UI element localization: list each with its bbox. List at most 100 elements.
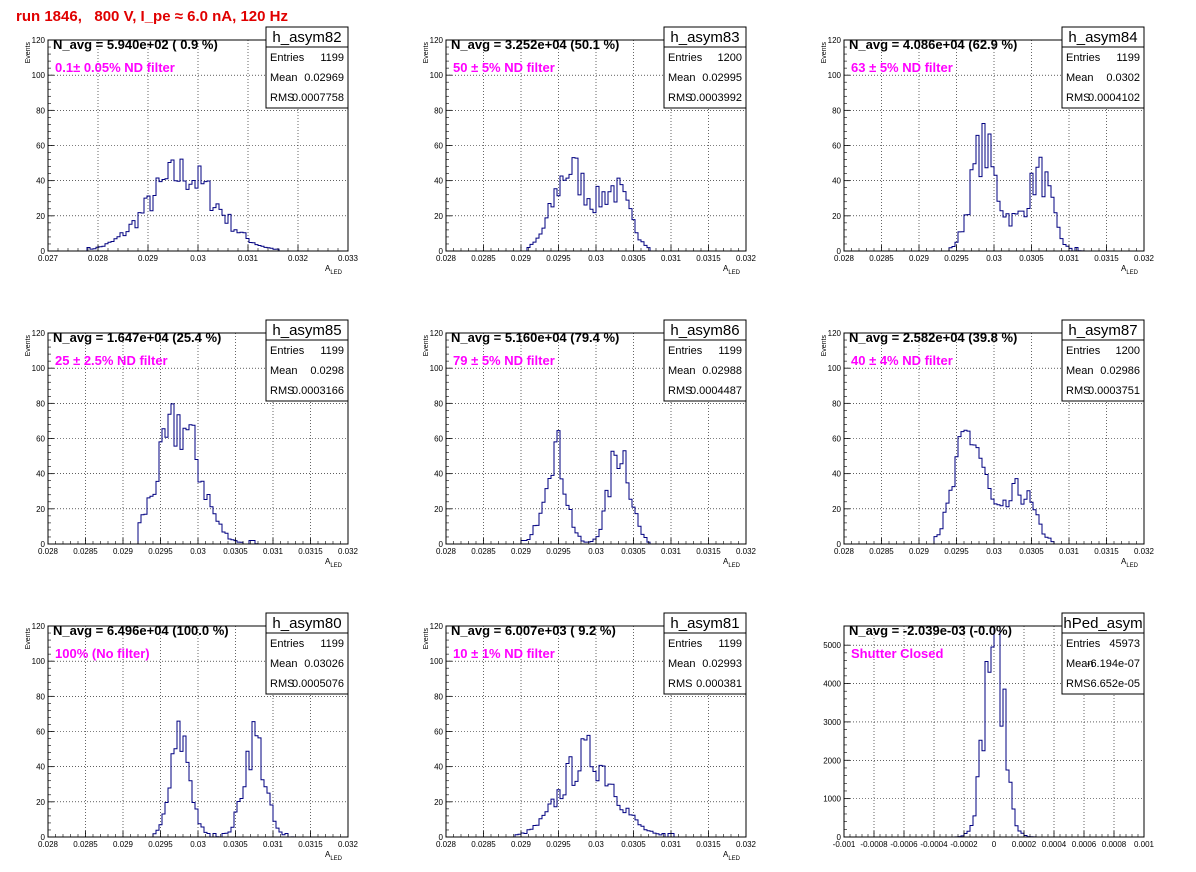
- x-axis-label: ALED: [1121, 264, 1139, 276]
- x-axis-label: ALED: [723, 850, 741, 862]
- stats-value: 6.652e-05: [1090, 678, 1140, 690]
- stats-value: 0.0003751: [1088, 385, 1140, 397]
- x-axis-label: ALED: [723, 264, 741, 276]
- y-axis-label: Events: [821, 335, 828, 357]
- x-tick-label: 0.031: [661, 547, 682, 556]
- stats-value: 0.0005076: [292, 678, 344, 690]
- stats-box: [663, 319, 747, 402]
- histogram-panel-h_asym87: 0.028 0.0285 0.029 0.0295 0.03 0.0305 0.031 0.0…: [821, 319, 1155, 569]
- x-tick-label: 0.03: [588, 254, 604, 263]
- navg-label: N_avg = 3.252e+04 (50.1 %): [451, 37, 619, 52]
- y-tick-label: 40: [832, 177, 841, 186]
- x-axis-label: ALED: [325, 264, 343, 276]
- stats-value: 0.0302: [1106, 72, 1140, 84]
- y-tick-label: 20: [36, 212, 45, 221]
- x-tick-label: 0.031: [238, 254, 259, 263]
- histogram-panel-h_asym85: 0.028 0.0285 0.029 0.0295 0.03 0.0305 0.031 0.0…: [25, 319, 359, 569]
- histogram-panel-h_asym83: 0.028 0.0285 0.029 0.0295 0.03 0.0305 0.031 0.0…: [423, 26, 757, 276]
- y-tick-label: 80: [36, 692, 45, 701]
- y-tick-label: 20: [832, 212, 841, 221]
- stats-label: Mean: [1066, 658, 1094, 670]
- histogram-panel-h_asym80: 0.028 0.0285 0.029 0.0295 0.03 0.0305 0.031 0.0…: [25, 612, 359, 862]
- stats-value: 1199: [320, 638, 344, 650]
- stats-value: 0.02986: [1100, 365, 1140, 377]
- x-tick-label: 0.029: [511, 254, 532, 263]
- x-tick-label: 0.0305: [223, 547, 248, 556]
- x-tick-label: 0.0295: [546, 547, 571, 556]
- navg-label: N_avg = 5.160e+04 (79.4 %): [451, 330, 619, 345]
- filter-note: 79 ± 5% ND filter: [453, 353, 555, 368]
- x-tick-label: -0.0004: [920, 840, 948, 849]
- y-tick-label: 60: [832, 435, 841, 444]
- y-tick-label: 120: [430, 329, 444, 338]
- filter-note: Shutter Closed: [851, 646, 944, 661]
- x-tick-label: 0.028: [88, 254, 109, 263]
- y-tick-label: 5000: [823, 641, 841, 650]
- navg-label: N_avg = 5.940e+02 ( 0.9 %): [53, 37, 218, 52]
- y-tick-label: 100: [430, 364, 444, 373]
- y-tick-label: 80: [434, 399, 443, 408]
- x-tick-label: 0.0305: [621, 547, 646, 556]
- histogram-bins-h_asym83: [446, 157, 746, 252]
- y-tick-label: 20: [832, 505, 841, 514]
- histogram-bins-h_asym82: [48, 158, 348, 252]
- stats-label: RMS: [668, 678, 692, 690]
- y-tick-label: 40: [434, 763, 443, 772]
- y-tick-label: 0: [837, 540, 842, 549]
- y-axis-label: Events: [25, 42, 32, 64]
- x-tick-label: 0.029: [909, 254, 930, 263]
- x-tick-label: -0.0002: [950, 840, 978, 849]
- histogram-panel-hPed_asym: -0.001 -0.0008 -0.0006 -0.0004 -0.0002 0 0.000…: [823, 612, 1155, 849]
- stats-label: Entries: [270, 345, 305, 357]
- x-tick-label: 0.0002: [1012, 840, 1037, 849]
- stats-value: 0.02969: [304, 72, 344, 84]
- stats-title: h_asym84: [1068, 29, 1137, 46]
- x-tick-label: 0.0295: [546, 840, 571, 849]
- y-tick-label: 80: [434, 692, 443, 701]
- stats-label: Entries: [668, 52, 703, 64]
- x-axis-label: ALED: [325, 850, 343, 862]
- filter-note: 0.1± 0.05% ND filter: [55, 60, 175, 75]
- x-tick-label: 0.0315: [696, 840, 721, 849]
- x-tick-label: 0.03: [986, 547, 1002, 556]
- stats-value: 0.03026: [304, 658, 344, 670]
- stats-label: RMS: [1066, 385, 1090, 397]
- x-tick-label: 0.0008: [1102, 840, 1127, 849]
- stats-label: Mean: [270, 365, 298, 377]
- x-tick-label: 0.03: [190, 254, 206, 263]
- x-tick-label: 0.03: [588, 840, 604, 849]
- y-tick-label: 20: [434, 798, 443, 807]
- x-tick-label: 0.0295: [148, 840, 173, 849]
- x-tick-label: 0.031: [263, 547, 284, 556]
- histogram-panel-h_asym84: 0.028 0.0285 0.029 0.0295 0.03 0.0305 0.031 0.0…: [821, 26, 1155, 276]
- x-tick-label: 0.0315: [1094, 547, 1119, 556]
- stats-value: 1199: [1116, 52, 1140, 64]
- stats-value: 0.02988: [702, 365, 742, 377]
- y-tick-label: 120: [828, 329, 842, 338]
- stats-value: 1200: [1116, 345, 1140, 357]
- stats-box: [265, 612, 349, 695]
- stats-box: [1061, 26, 1145, 109]
- stats-label: Mean: [270, 72, 298, 84]
- x-tick-label: -0.001: [833, 840, 856, 849]
- x-tick-label: 0.03: [588, 547, 604, 556]
- stats-label: Entries: [270, 52, 305, 64]
- stats-title: h_asym85: [272, 322, 341, 339]
- y-tick-label: 100: [430, 71, 444, 80]
- y-tick-label: 0: [837, 247, 842, 256]
- x-tick-label: 0.029: [113, 547, 134, 556]
- y-tick-label: 60: [36, 728, 45, 737]
- stats-title: h_asym83: [670, 29, 739, 46]
- y-axis-label: Events: [423, 335, 430, 357]
- x-tick-label: 0.0315: [1094, 254, 1119, 263]
- navg-label: N_avg = -2.039e-03 (-0.0%): [849, 623, 1012, 638]
- y-axis-label: Events: [821, 42, 828, 64]
- stats-box: [663, 26, 747, 109]
- stats-value: 0.0004487: [690, 385, 742, 397]
- filter-note: 50 ± 5% ND filter: [453, 60, 555, 75]
- y-tick-label: 3000: [823, 718, 841, 727]
- y-tick-label: 0: [41, 833, 46, 842]
- x-tick-label: 0.0006: [1072, 840, 1097, 849]
- y-tick-label: 80: [832, 106, 841, 115]
